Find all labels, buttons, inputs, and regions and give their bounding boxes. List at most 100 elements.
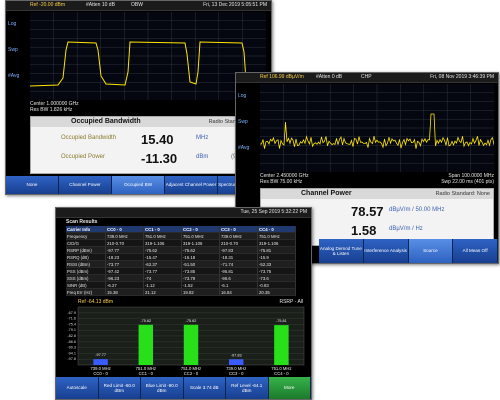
side-label: Swp xyxy=(8,47,18,53)
table-cell: -0.83 xyxy=(258,282,296,289)
table-cell: -75.62 xyxy=(182,247,220,254)
result-unit: MHz xyxy=(196,135,209,141)
table-cell: 210-0.70 xyxy=(220,240,258,247)
table-cell: 19.82 xyxy=(182,289,220,296)
x-carrier-label: CC1 - 0 xyxy=(139,371,154,376)
table-cell: -75.62 xyxy=(144,247,182,254)
table-cell: 21.12 xyxy=(144,289,182,296)
table-header-cell: Carrier Info xyxy=(66,226,106,233)
spectrum-trace xyxy=(30,41,266,87)
attenuation: #Atten 10 dB xyxy=(86,2,115,8)
x-carrier-label: CC3 - 0 xyxy=(229,371,244,376)
table-cell: -51.50 xyxy=(182,261,220,268)
table-cell: 15.38 xyxy=(106,289,144,296)
chp-plot xyxy=(260,84,494,172)
side-label: #Avg xyxy=(8,73,20,79)
table-cell: CID/G xyxy=(66,240,106,247)
result-label: Occupied Bandwidth xyxy=(61,135,117,141)
resolution-bandwidth: Res BW 75.00 kHz xyxy=(260,179,303,185)
table-cell: -96.23 xyxy=(106,275,144,282)
measurement-title-bar: Channel Power Radio Standard: None xyxy=(261,189,493,199)
status-bar: Ref -20.00 dBm #Atten 10 dB OBW Fri, 13 Dec… xyxy=(6,1,271,11)
softkey[interactable]: Blue Limit -90.0 dBm xyxy=(141,377,184,399)
status-bar: Tue, 25 Sep 2019 5:32:22 PM xyxy=(56,208,311,218)
bar-value-label: -97.77 xyxy=(95,353,106,357)
rsrp-chart: -67.9 -71.6-75.4 -79.1 -82.8 -86.6 -90.3-94.1… xyxy=(67,306,305,376)
chart-title: RSRP - All xyxy=(279,299,303,305)
result-unit: dBµV/m / 50.00 MHz xyxy=(389,207,445,213)
table-cell: RSRQ (dB) xyxy=(66,254,106,261)
table-cell: -1.52 xyxy=(182,282,220,289)
table-cell: Frequency xyxy=(66,233,106,240)
result-unit: dBm xyxy=(196,154,209,160)
table-cell: -15.47 xyxy=(144,254,182,261)
measurement-title: Channel Power xyxy=(301,190,352,197)
softkey[interactable]: Analog Demod Tune & Listen xyxy=(319,239,364,263)
table-cell: -73.6 xyxy=(258,275,296,282)
spectrum-trace xyxy=(260,113,494,149)
softkey[interactable]: Scale 3.74 dB xyxy=(183,377,226,399)
table-cell: -18.31 xyxy=(220,254,258,261)
softkey[interactable]: More xyxy=(268,377,311,399)
x-frequency-label: 751.0 MHz xyxy=(271,366,291,371)
bar xyxy=(274,325,289,365)
softkey[interactable]: Source xyxy=(408,239,454,263)
bar-value-label: -75.62 xyxy=(140,319,151,323)
softkey[interactable]: Interference Analysis xyxy=(363,239,409,263)
resolution-bandwidth: Res BW 1.826 kHz xyxy=(30,107,73,113)
table-cell: 319-1.106 xyxy=(144,240,182,247)
softkey[interactable]: All Meas Off xyxy=(453,239,498,263)
bar-value-label: -75.81 xyxy=(276,319,287,323)
plot-grid xyxy=(30,12,266,100)
table-cell: Freq Err (Hz) xyxy=(66,289,106,296)
lte-scan-screen: Tue, 25 Sep 2019 5:32:22 PM Scan Results C… xyxy=(55,207,312,400)
y-tick-label: -97.8 xyxy=(67,357,76,361)
x-carrier-label: CC4 - 0 xyxy=(274,371,289,376)
side-label: Log xyxy=(238,93,247,99)
measurement-title: Occupied Bandwidth xyxy=(71,118,141,125)
ref-level: Ref -20.00 dBm xyxy=(30,2,66,8)
table-cell: -18.23 xyxy=(106,254,144,261)
table-cell: 751.0 MHz xyxy=(144,233,182,240)
measurement-mode: OBW xyxy=(131,2,143,8)
softkey[interactable]: Channel Power xyxy=(59,176,112,194)
span: Span 100.0000 MHz xyxy=(448,173,494,179)
plot-grid xyxy=(260,84,494,172)
table-cell: -62.37 xyxy=(144,261,182,268)
chart-ref-level: Ref -64.13 dBm xyxy=(78,299,114,305)
result-value: 78.57 xyxy=(351,204,384,219)
x-carrier-label: CC2 - 0 xyxy=(184,371,199,376)
x-carrier-label: CC0 - 0 xyxy=(93,371,108,376)
table-cell: SINR (dB) xyxy=(66,282,106,289)
softkey[interactable]: None xyxy=(6,176,59,194)
table-cell: 20.35 xyxy=(258,289,296,296)
table-cell: -73.77 xyxy=(106,261,144,268)
bar xyxy=(183,324,199,365)
table-cell: -6.1 xyxy=(220,282,258,289)
table-cell: -73.75 xyxy=(258,268,296,275)
table-cell: PSS (dBm) xyxy=(66,268,106,275)
bar-value-label: -97.83 xyxy=(231,353,242,357)
side-label: Swp xyxy=(238,119,248,125)
table-title: Scan Results xyxy=(66,219,98,225)
obw-screen: Ref -20.00 dBm #Atten 10 dB OBW Fri, 13 Dec… xyxy=(5,0,272,195)
table-cell: -95.81 xyxy=(220,268,258,275)
softkey[interactable]: Occupied BW xyxy=(112,176,165,194)
bar xyxy=(228,359,244,365)
side-label: Log xyxy=(8,21,17,27)
table-cell: -6.27 xyxy=(106,282,144,289)
table-cell: 319-1.106 xyxy=(258,240,296,247)
x-frequency-label: 751.0 MHz xyxy=(136,366,156,371)
softkey[interactable]: Red Limit -60.0 dBm xyxy=(98,377,141,399)
softkey[interactable]: Ref Level -64.1 dBm xyxy=(226,377,269,399)
softkey[interactable]: Adjacent Channel Power xyxy=(165,176,218,194)
table-cell: -97.77 xyxy=(106,247,144,254)
y-tick-label: -71.6 xyxy=(67,317,76,321)
x-frequency-label: 739.0 MHz xyxy=(90,366,110,371)
table-cell: 751.0 MHz xyxy=(182,233,220,240)
softkey[interactable]: Autoscale xyxy=(56,377,99,399)
table-cell: -16.18 xyxy=(182,254,220,261)
table-header-cell: CC3 - 0 xyxy=(220,226,258,233)
